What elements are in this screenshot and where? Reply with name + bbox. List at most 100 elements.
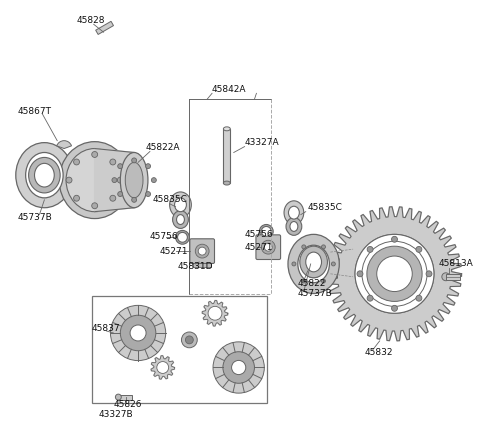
Polygon shape <box>95 148 134 212</box>
Ellipse shape <box>223 181 230 185</box>
Circle shape <box>145 192 151 197</box>
Circle shape <box>178 232 187 242</box>
Circle shape <box>132 198 137 202</box>
Circle shape <box>120 315 156 351</box>
Text: 45737B: 45737B <box>298 289 333 298</box>
Circle shape <box>223 352 254 383</box>
Circle shape <box>355 234 434 313</box>
Text: 45835C: 45835C <box>153 195 188 204</box>
Text: 45828: 45828 <box>77 16 106 25</box>
Circle shape <box>73 195 80 201</box>
Ellipse shape <box>125 162 143 198</box>
Circle shape <box>367 295 373 301</box>
Ellipse shape <box>16 143 73 208</box>
Ellipse shape <box>115 394 121 400</box>
Ellipse shape <box>66 148 123 212</box>
Text: 45832: 45832 <box>365 348 394 357</box>
Circle shape <box>198 247 206 255</box>
Circle shape <box>331 262 336 266</box>
Circle shape <box>367 247 373 253</box>
Text: 45831D: 45831D <box>178 262 213 272</box>
Ellipse shape <box>442 273 450 281</box>
Text: 45737B: 45737B <box>18 213 52 222</box>
Text: 43327A: 43327A <box>245 138 279 147</box>
Ellipse shape <box>169 192 192 217</box>
Circle shape <box>416 247 422 253</box>
Circle shape <box>118 177 123 183</box>
Circle shape <box>392 236 397 242</box>
Circle shape <box>92 151 97 157</box>
Circle shape <box>145 164 151 169</box>
Circle shape <box>261 240 275 254</box>
Circle shape <box>261 226 271 236</box>
Circle shape <box>377 256 412 291</box>
Ellipse shape <box>223 127 230 131</box>
Circle shape <box>110 159 116 165</box>
Circle shape <box>292 262 296 266</box>
Text: 43327B: 43327B <box>98 410 133 419</box>
Circle shape <box>302 245 306 249</box>
Polygon shape <box>202 300 228 326</box>
Circle shape <box>367 246 422 302</box>
Ellipse shape <box>177 214 184 225</box>
Bar <box>193 259 211 267</box>
Circle shape <box>181 332 197 348</box>
Circle shape <box>213 342 264 393</box>
Circle shape <box>264 243 272 251</box>
Ellipse shape <box>288 206 300 219</box>
Text: 45271: 45271 <box>245 243 273 252</box>
Circle shape <box>66 177 72 183</box>
Ellipse shape <box>29 157 60 193</box>
Polygon shape <box>327 207 462 341</box>
Text: 45842A: 45842A <box>212 85 247 94</box>
Circle shape <box>132 158 137 163</box>
Circle shape <box>357 271 363 277</box>
Text: 45835C: 45835C <box>308 203 343 212</box>
Circle shape <box>185 336 193 344</box>
Ellipse shape <box>175 198 186 212</box>
Circle shape <box>112 178 117 183</box>
Ellipse shape <box>59 142 130 219</box>
Polygon shape <box>151 356 175 379</box>
Text: 45756: 45756 <box>150 232 179 241</box>
Bar <box>92 297 267 403</box>
Ellipse shape <box>120 153 148 208</box>
Circle shape <box>392 305 397 311</box>
Circle shape <box>110 195 116 201</box>
Circle shape <box>176 231 189 244</box>
Circle shape <box>362 241 427 306</box>
Circle shape <box>92 203 97 209</box>
Text: 45826: 45826 <box>113 401 142 409</box>
Bar <box>223 129 230 183</box>
Circle shape <box>157 362 168 374</box>
Text: 45271: 45271 <box>160 247 188 255</box>
Ellipse shape <box>286 217 302 235</box>
Circle shape <box>416 295 422 301</box>
Text: 45822A: 45822A <box>146 143 180 152</box>
Circle shape <box>130 325 146 341</box>
Ellipse shape <box>300 246 327 278</box>
Ellipse shape <box>288 234 339 294</box>
Circle shape <box>151 178 156 183</box>
Circle shape <box>302 279 306 283</box>
Text: 45822: 45822 <box>298 279 326 288</box>
FancyBboxPatch shape <box>256 235 281 259</box>
Ellipse shape <box>35 163 54 187</box>
Bar <box>119 395 132 400</box>
Ellipse shape <box>298 245 329 283</box>
Circle shape <box>118 192 123 197</box>
Circle shape <box>231 360 246 375</box>
Bar <box>446 274 459 280</box>
Ellipse shape <box>284 201 304 225</box>
Bar <box>96 21 113 34</box>
Text: 45813A: 45813A <box>439 259 474 269</box>
Ellipse shape <box>173 211 188 228</box>
Circle shape <box>118 164 123 169</box>
Circle shape <box>322 279 325 283</box>
Text: 45756: 45756 <box>245 230 273 239</box>
FancyBboxPatch shape <box>190 239 215 264</box>
Text: 45867T: 45867T <box>18 107 52 115</box>
Ellipse shape <box>302 250 325 278</box>
Circle shape <box>259 225 273 238</box>
Circle shape <box>195 244 209 258</box>
